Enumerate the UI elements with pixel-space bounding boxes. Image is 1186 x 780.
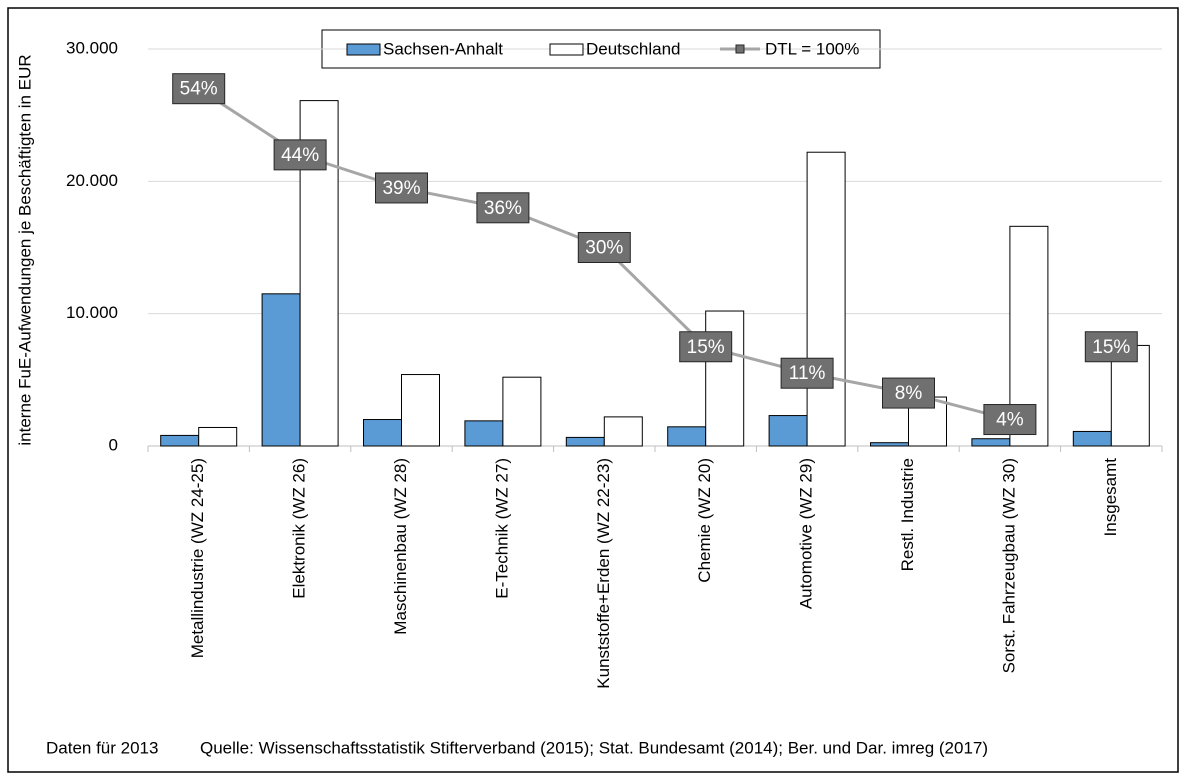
bar (603, 416, 643, 447)
bar (1072, 430, 1112, 447)
data-label: 4% (996, 410, 1024, 431)
data-label: 11% (789, 363, 826, 384)
x-tick-label: Insgesamt (1101, 458, 1120, 537)
x-tick-label: Automotive (WZ 29) (797, 458, 816, 609)
chart-frame (7, 7, 1179, 773)
data-label-box (679, 331, 733, 363)
data-label-box (172, 73, 226, 105)
x-tick-label: Metallindustrie (WZ 24-25) (188, 458, 207, 658)
y-tick-label: 30.000 (66, 38, 118, 57)
data-label-box (1084, 331, 1138, 363)
data-label-box (273, 139, 327, 171)
x-tick-label: Elektronik (WZ 26) (290, 458, 309, 599)
legend-swatch (735, 44, 745, 54)
data-label: 8% (895, 383, 923, 404)
data-label: 54% (180, 79, 218, 100)
legend-swatch (346, 43, 381, 56)
x-tick-label: E-Technik (WZ 27) (492, 458, 511, 599)
data-label-box (882, 377, 935, 409)
bar (401, 374, 440, 447)
data-label: 30% (585, 238, 623, 259)
legend-swatch (549, 43, 584, 56)
bar (667, 426, 707, 447)
y-axis-title: interne FuE-Aufwendungen je Beschäftigte… (15, 54, 34, 445)
bar (768, 415, 808, 447)
x-tick-label: Kunststoffe+Erden (WZ 22-23) (594, 458, 613, 689)
bar (806, 151, 846, 447)
x-tick-label: Chemie (WZ 20) (695, 458, 714, 583)
x-tick-label: Restl. Industrie (898, 458, 917, 571)
bar (565, 436, 605, 447)
y-tick-label: 0 (109, 435, 118, 454)
source: Quelle: Wissenschaftsstatistik Stifterve… (200, 738, 988, 757)
data-label: 39% (382, 178, 420, 199)
bar (160, 434, 200, 447)
data-label-box (780, 357, 834, 389)
legend-label: Sachsen-Anhalt (383, 39, 503, 58)
bar (464, 420, 504, 447)
bar (198, 426, 238, 447)
data-label-box (476, 192, 530, 224)
y-tick-label: 20.000 (66, 171, 118, 190)
x-tick-label: Sorst. Fahrzeugbau (WZ 30) (999, 458, 1018, 673)
y-tick-label: 10.000 (66, 303, 118, 322)
data-label: 15% (687, 337, 725, 358)
data-label-box (577, 232, 631, 263)
legend-label: Deutschland (586, 39, 681, 58)
bar (502, 376, 542, 447)
note: Daten für 2013 (46, 738, 158, 757)
data-label-box (375, 172, 428, 204)
data-label-box (983, 404, 1037, 436)
bar (870, 442, 909, 447)
data-label: 15% (1092, 337, 1130, 358)
data-label: 44% (281, 145, 319, 166)
bar (971, 438, 1011, 447)
bar (261, 293, 301, 447)
x-tick-label: Maschinenbau (WZ 28) (391, 458, 410, 635)
data-label: 36% (484, 198, 522, 219)
bar (363, 419, 402, 447)
legend-label: DTL = 100% (765, 39, 859, 58)
